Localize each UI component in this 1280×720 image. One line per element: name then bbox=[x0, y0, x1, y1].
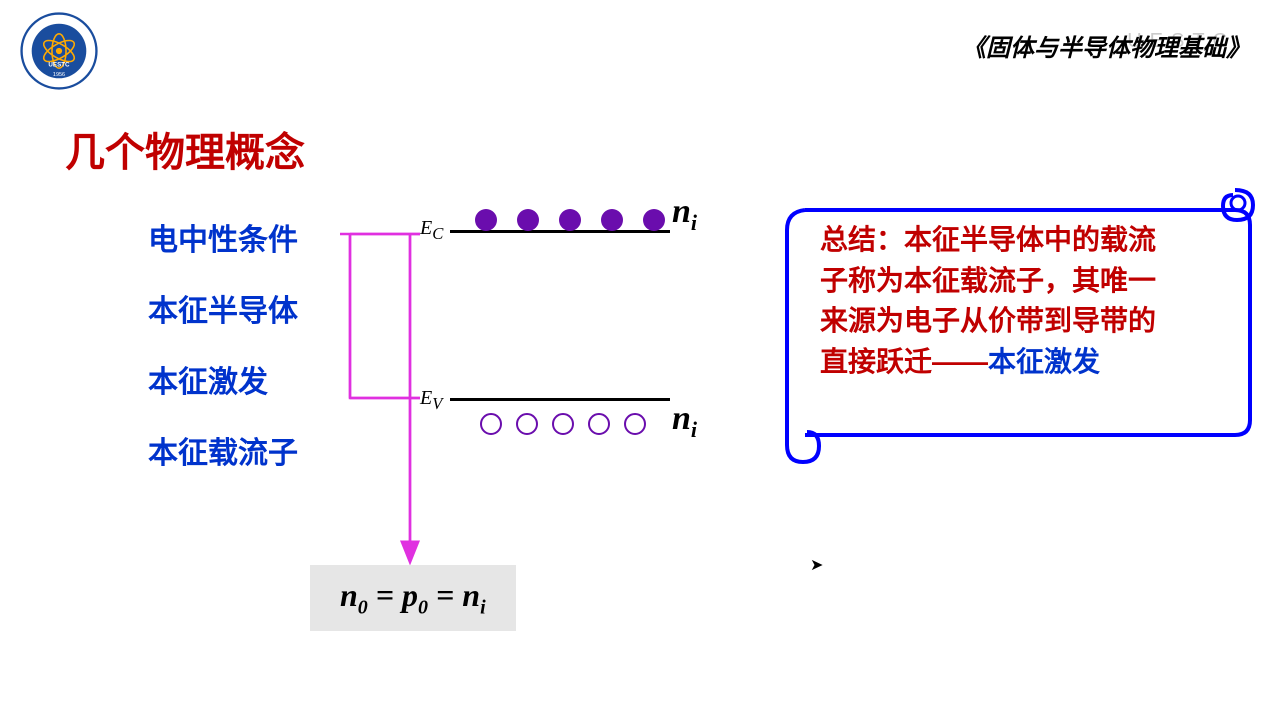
concept-item: 本征半导体 bbox=[148, 286, 298, 330]
electron-dot bbox=[559, 209, 581, 231]
svg-text:1956: 1956 bbox=[53, 72, 65, 78]
ev-label: EV bbox=[420, 387, 442, 414]
ni-label-top: ni bbox=[672, 193, 697, 236]
electron-dot bbox=[517, 209, 539, 231]
valence-band-line bbox=[450, 398, 670, 401]
section-title: 几个物理概念 bbox=[65, 120, 305, 178]
electrons bbox=[475, 209, 665, 231]
holes bbox=[480, 413, 646, 435]
summary-scroll: 总结：本征半导体中的载流 子称为本征载流子，其唯一 来源为电子从价带到导带的 直… bbox=[775, 170, 1265, 470]
concept-list: 电中性条件 本征半导体 本征激发 本征载流子 bbox=[148, 215, 298, 499]
concept-item: 本征激发 bbox=[148, 357, 298, 401]
hole-circle bbox=[516, 413, 538, 435]
concept-item: 电中性条件 bbox=[148, 215, 298, 259]
cursor-icon: ➤ bbox=[810, 555, 823, 575]
summary-text: 总结：本征半导体中的载流 子称为本征载流子，其唯一 来源为电子从价带到导带的 直… bbox=[820, 220, 1240, 382]
hole-circle bbox=[624, 413, 646, 435]
equation: n0 = p0 = ni bbox=[310, 565, 516, 631]
hole-circle bbox=[480, 413, 502, 435]
svg-text:UESTC: UESTC bbox=[48, 62, 70, 69]
uestc-logo: UESTC 1956 bbox=[20, 12, 98, 90]
hole-circle bbox=[552, 413, 574, 435]
electron-dot bbox=[475, 209, 497, 231]
hole-circle bbox=[588, 413, 610, 435]
electron-dot bbox=[601, 209, 623, 231]
ni-label-bottom: ni bbox=[672, 400, 697, 443]
ec-label: EC bbox=[420, 217, 443, 244]
energy-band-diagram: EC ni EV ni bbox=[420, 195, 700, 445]
electron-dot bbox=[643, 209, 665, 231]
course-title: 《固体与半导体物理基础》 bbox=[962, 28, 1250, 63]
concept-item: 本征载流子 bbox=[148, 428, 298, 472]
